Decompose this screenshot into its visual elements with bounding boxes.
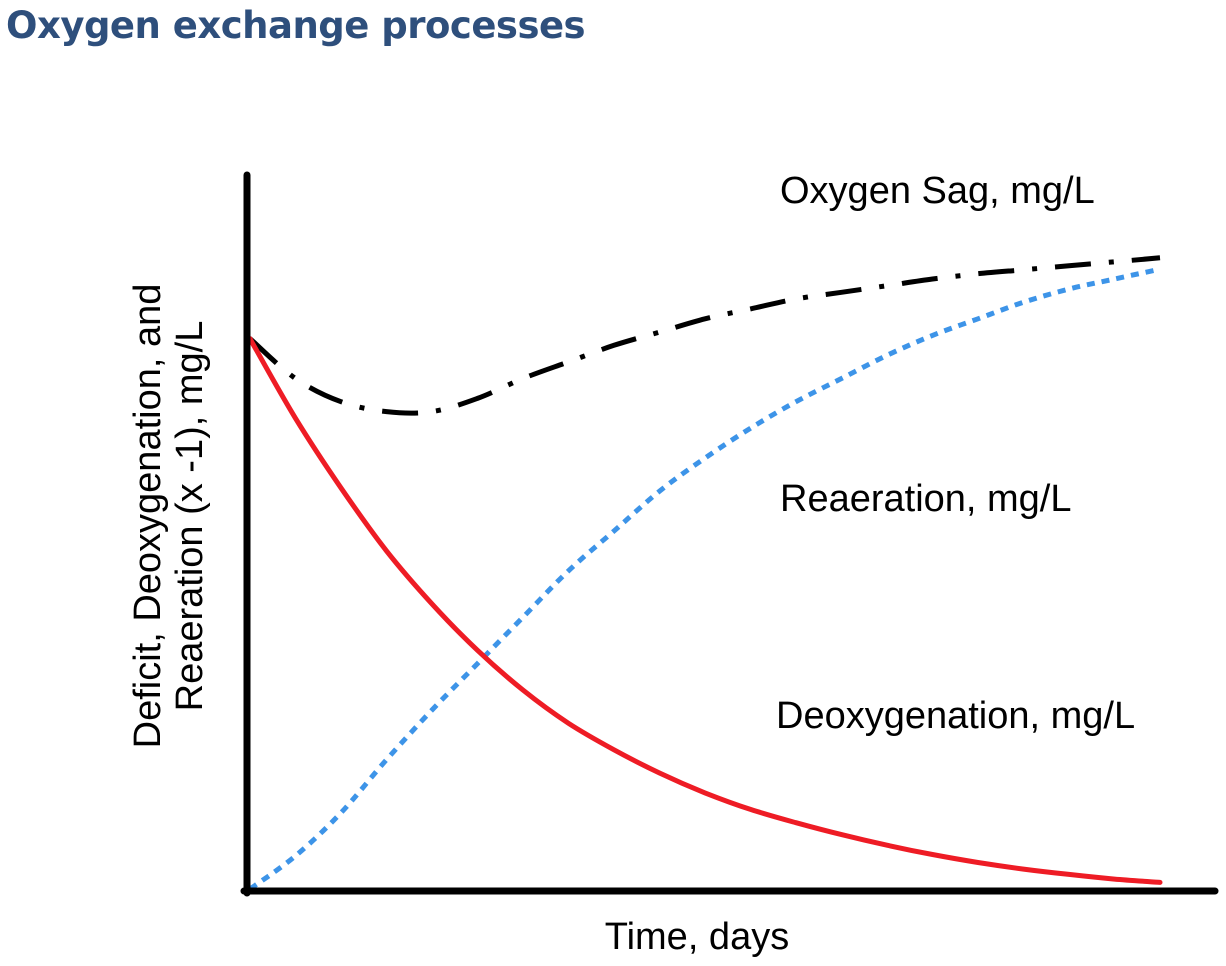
y-axis-label: Deficit, Deoxygenation, and Reaeration (… [127,284,211,749]
annotation-oxygen-sag: Oxygen Sag, mg/L [780,170,1095,212]
y-axis-label-line-1: Deficit, Deoxygenation, and [127,284,169,749]
series-line-deoxygenation [247,336,1163,885]
series-layer [247,255,1163,892]
page-title: Oxygen exchange processes [6,4,586,47]
x-axis-label: Time, days [605,916,789,958]
annotation-reaeration: Reaeration, mg/L [780,478,1072,520]
series-line-reaeration [248,266,1161,892]
series-line-oxygen-sag [248,255,1161,416]
annotation-deoxygenation: Deoxygenation, mg/L [776,695,1135,737]
y-axis-label-line-2: Reaeration (x -1), mg/L [169,321,211,712]
